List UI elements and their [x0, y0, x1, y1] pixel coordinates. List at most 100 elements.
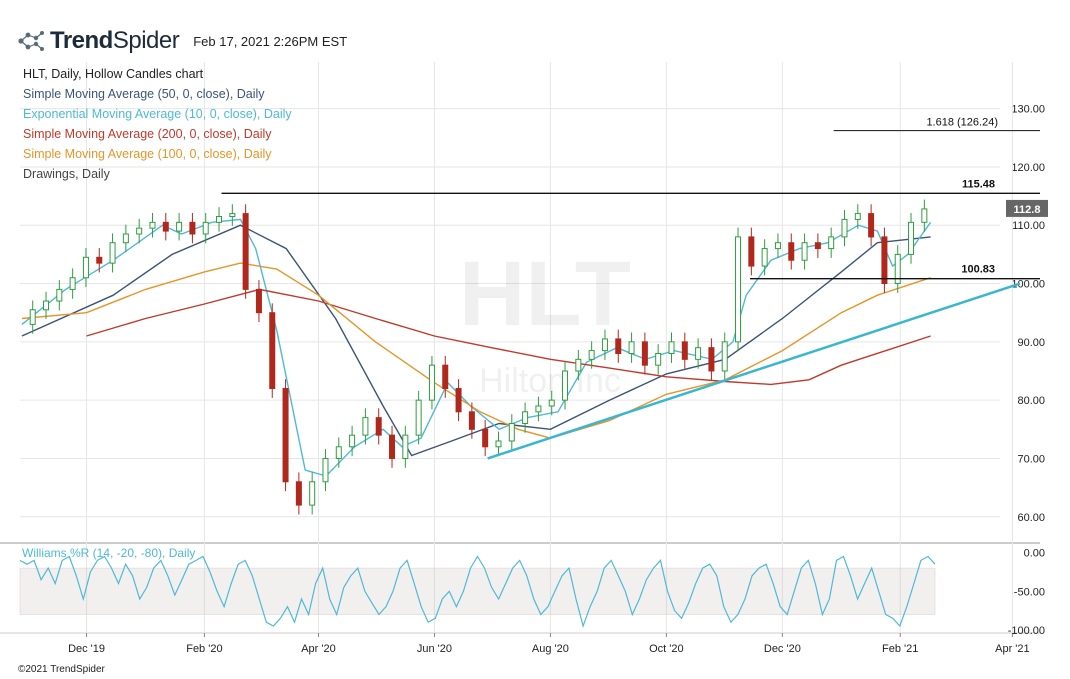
y-tick-label: 80.00 — [1017, 395, 1045, 407]
sma200-line — [86, 288, 931, 386]
candle-body — [535, 405, 542, 413]
candle-body — [362, 417, 369, 436]
candle-body — [748, 236, 755, 267]
ema10-line — [21, 218, 932, 477]
candle-body — [428, 364, 435, 401]
trendline — [487, 282, 1021, 460]
candle-body — [482, 428, 489, 448]
candle-body — [229, 213, 236, 218]
candle-body — [788, 242, 795, 261]
y-tick-label: 130.00 — [1011, 104, 1045, 116]
candle-body — [881, 236, 888, 285]
legend-drawings[interactable]: Drawings, Daily — [23, 167, 110, 181]
candle-body — [854, 213, 861, 220]
last-price-tag — [1006, 199, 1048, 217]
x-tick-label: Jun '20 — [417, 643, 452, 655]
legend-sma100[interactable]: Simple Moving Average (100, 0, close), D… — [23, 147, 272, 161]
candle-body — [774, 242, 781, 250]
candle-body — [375, 417, 382, 436]
oscillator-title: Williams %R (14, -20, -80), Daily — [22, 546, 195, 560]
candle-body — [495, 440, 502, 448]
candle-body — [176, 221, 183, 232]
candle-body — [216, 216, 223, 223]
y-tick-label: 110.00 — [1012, 220, 1045, 232]
candle-body — [801, 242, 808, 261]
candle-body — [681, 341, 688, 360]
candle-body — [721, 341, 728, 372]
candle-body — [588, 350, 595, 360]
candle-body — [149, 221, 156, 229]
candle-body — [255, 288, 262, 314]
oscillator-y-tick-label: -50.00 — [1014, 586, 1045, 598]
brand-logo-bold: Trend — [50, 27, 113, 54]
sma50-line — [21, 224, 931, 457]
timestamp: Feb 17, 2021 2:26PM EST — [193, 33, 348, 49]
candle-body — [69, 277, 76, 290]
x-tick-label: Apr '20 — [301, 643, 336, 655]
candle-body — [109, 242, 116, 264]
candle-body — [575, 358, 582, 372]
oscillator-band — [19, 567, 936, 615]
candle-body — [761, 248, 768, 267]
x-tick-label: Feb '20 — [186, 643, 222, 655]
candle-body — [735, 236, 742, 343]
candle-body — [82, 256, 89, 279]
candle-body — [189, 221, 196, 235]
candle-body — [841, 218, 848, 238]
y-tick-label: 70.00 — [1017, 453, 1045, 465]
candle-body — [601, 338, 608, 352]
legend-sma50[interactable]: Simple Moving Average (50, 0, close), Da… — [23, 87, 265, 101]
candle-body — [322, 457, 329, 483]
sma100-line — [21, 262, 931, 439]
candle-body — [96, 256, 103, 264]
candle-body — [894, 253, 901, 285]
x-tick-label: Apr '21 — [995, 643, 1030, 655]
candle-body — [122, 233, 129, 244]
legend-ema10[interactable]: Exponential Moving Average (10, 0, close… — [23, 107, 292, 121]
watermark-name: Hilton Inc — [479, 362, 621, 400]
candle-body — [455, 387, 462, 413]
x-tick-label: Aug '20 — [532, 643, 569, 655]
candle-body — [828, 236, 835, 250]
candle-body — [668, 341, 675, 355]
candle-body — [708, 347, 715, 372]
last-price-value: 112.8 — [1014, 204, 1041, 216]
candle-body — [562, 370, 569, 401]
candle-body — [269, 312, 276, 389]
candle-body — [921, 208, 928, 223]
y-tick-label: 90.00 — [1017, 337, 1045, 349]
candle-body — [655, 353, 662, 366]
candle-body — [615, 338, 622, 355]
trendspider-logo-icon — [18, 31, 44, 51]
candle-body — [335, 446, 342, 459]
williams-r-line — [19, 555, 936, 629]
brand-logo-light: Spider — [112, 27, 180, 54]
candle-body — [43, 300, 50, 311]
y-tick-label: 60.00 — [1017, 512, 1045, 524]
candle-body — [242, 213, 249, 290]
candle-body — [548, 399, 555, 407]
candle-body — [349, 434, 356, 448]
candle-body — [468, 411, 475, 430]
legend-sma200[interactable]: Simple Moving Average (200, 0, close), D… — [23, 127, 272, 141]
candle-body — [908, 221, 915, 255]
x-tick-label: Feb '21 — [882, 643, 918, 655]
x-tick-label: Oct '20 — [649, 643, 684, 655]
candle-body — [868, 213, 875, 238]
candle-body — [309, 481, 316, 506]
level-label-100.83: 100.83 — [961, 264, 995, 276]
candle-body — [162, 221, 169, 232]
candle-body — [402, 434, 409, 459]
y-tick-label: 120.00 — [1011, 162, 1045, 174]
chart-title: HLT, Daily, Hollow Candles chart — [23, 67, 204, 81]
candle-body — [814, 242, 821, 250]
candle-body — [442, 364, 449, 389]
candle-body — [29, 309, 36, 325]
candle-body — [695, 347, 702, 360]
oscillator-y-tick-label: -100.00 — [1008, 625, 1045, 637]
candle-body — [628, 341, 635, 355]
header: TrendSpider Feb 17, 2021 2:26PM EST — [18, 27, 348, 54]
y-tick-label: 100.00 — [1011, 279, 1045, 291]
candle-body — [136, 227, 143, 235]
